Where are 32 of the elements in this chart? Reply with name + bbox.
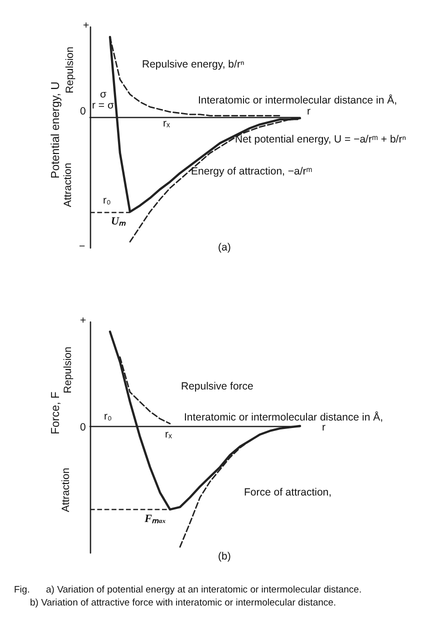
text: 0 [80,106,86,118]
text: 0 [80,422,86,434]
annotation: rₓ [163,118,170,130]
text: − [79,240,86,252]
text: r [322,422,326,434]
y-axis-title: Potential energy, U [50,82,62,178]
text: Repulsion [62,346,74,394]
annotation: (a) [218,242,231,254]
text: Fig. [14,584,30,596]
ref-line-label: Fₘₐₓ [144,512,166,525]
annotation: r₀ [104,410,112,422]
annotation: σ [100,88,107,100]
y-axis-title: Force, F [50,392,62,434]
text: Repulsion [64,46,76,94]
text: (b) [218,550,231,562]
annotation: r₀ [103,194,111,206]
annotation: Repulsive energy, b/rⁿ [142,58,244,70]
annotation: Repulsive force [181,380,254,392]
text: a) Variation of potential energy at an interatomic or intermolecular distance. [46,584,362,596]
ref-line-label: Uₘ [111,215,126,228]
annotation: Energy of attraction, −a/rᵐ [191,166,312,178]
annotation: rₓ [165,428,172,440]
annotation: r = σ [92,100,114,112]
text: Attraction [60,468,72,512]
text: + [83,20,90,32]
text: b) Variation of attractive force with interatomic or intermolecular distance. [30,598,336,608]
text: r [307,106,311,118]
text: + [80,314,86,326]
x-axis-title: Interatomic or intermolecular distance in Å, [198,94,398,106]
text: Attraction [62,162,74,208]
x-axis-title: Interatomic or intermolecular distance in Å, [184,410,384,424]
annotation: Force of attraction, [244,486,332,498]
